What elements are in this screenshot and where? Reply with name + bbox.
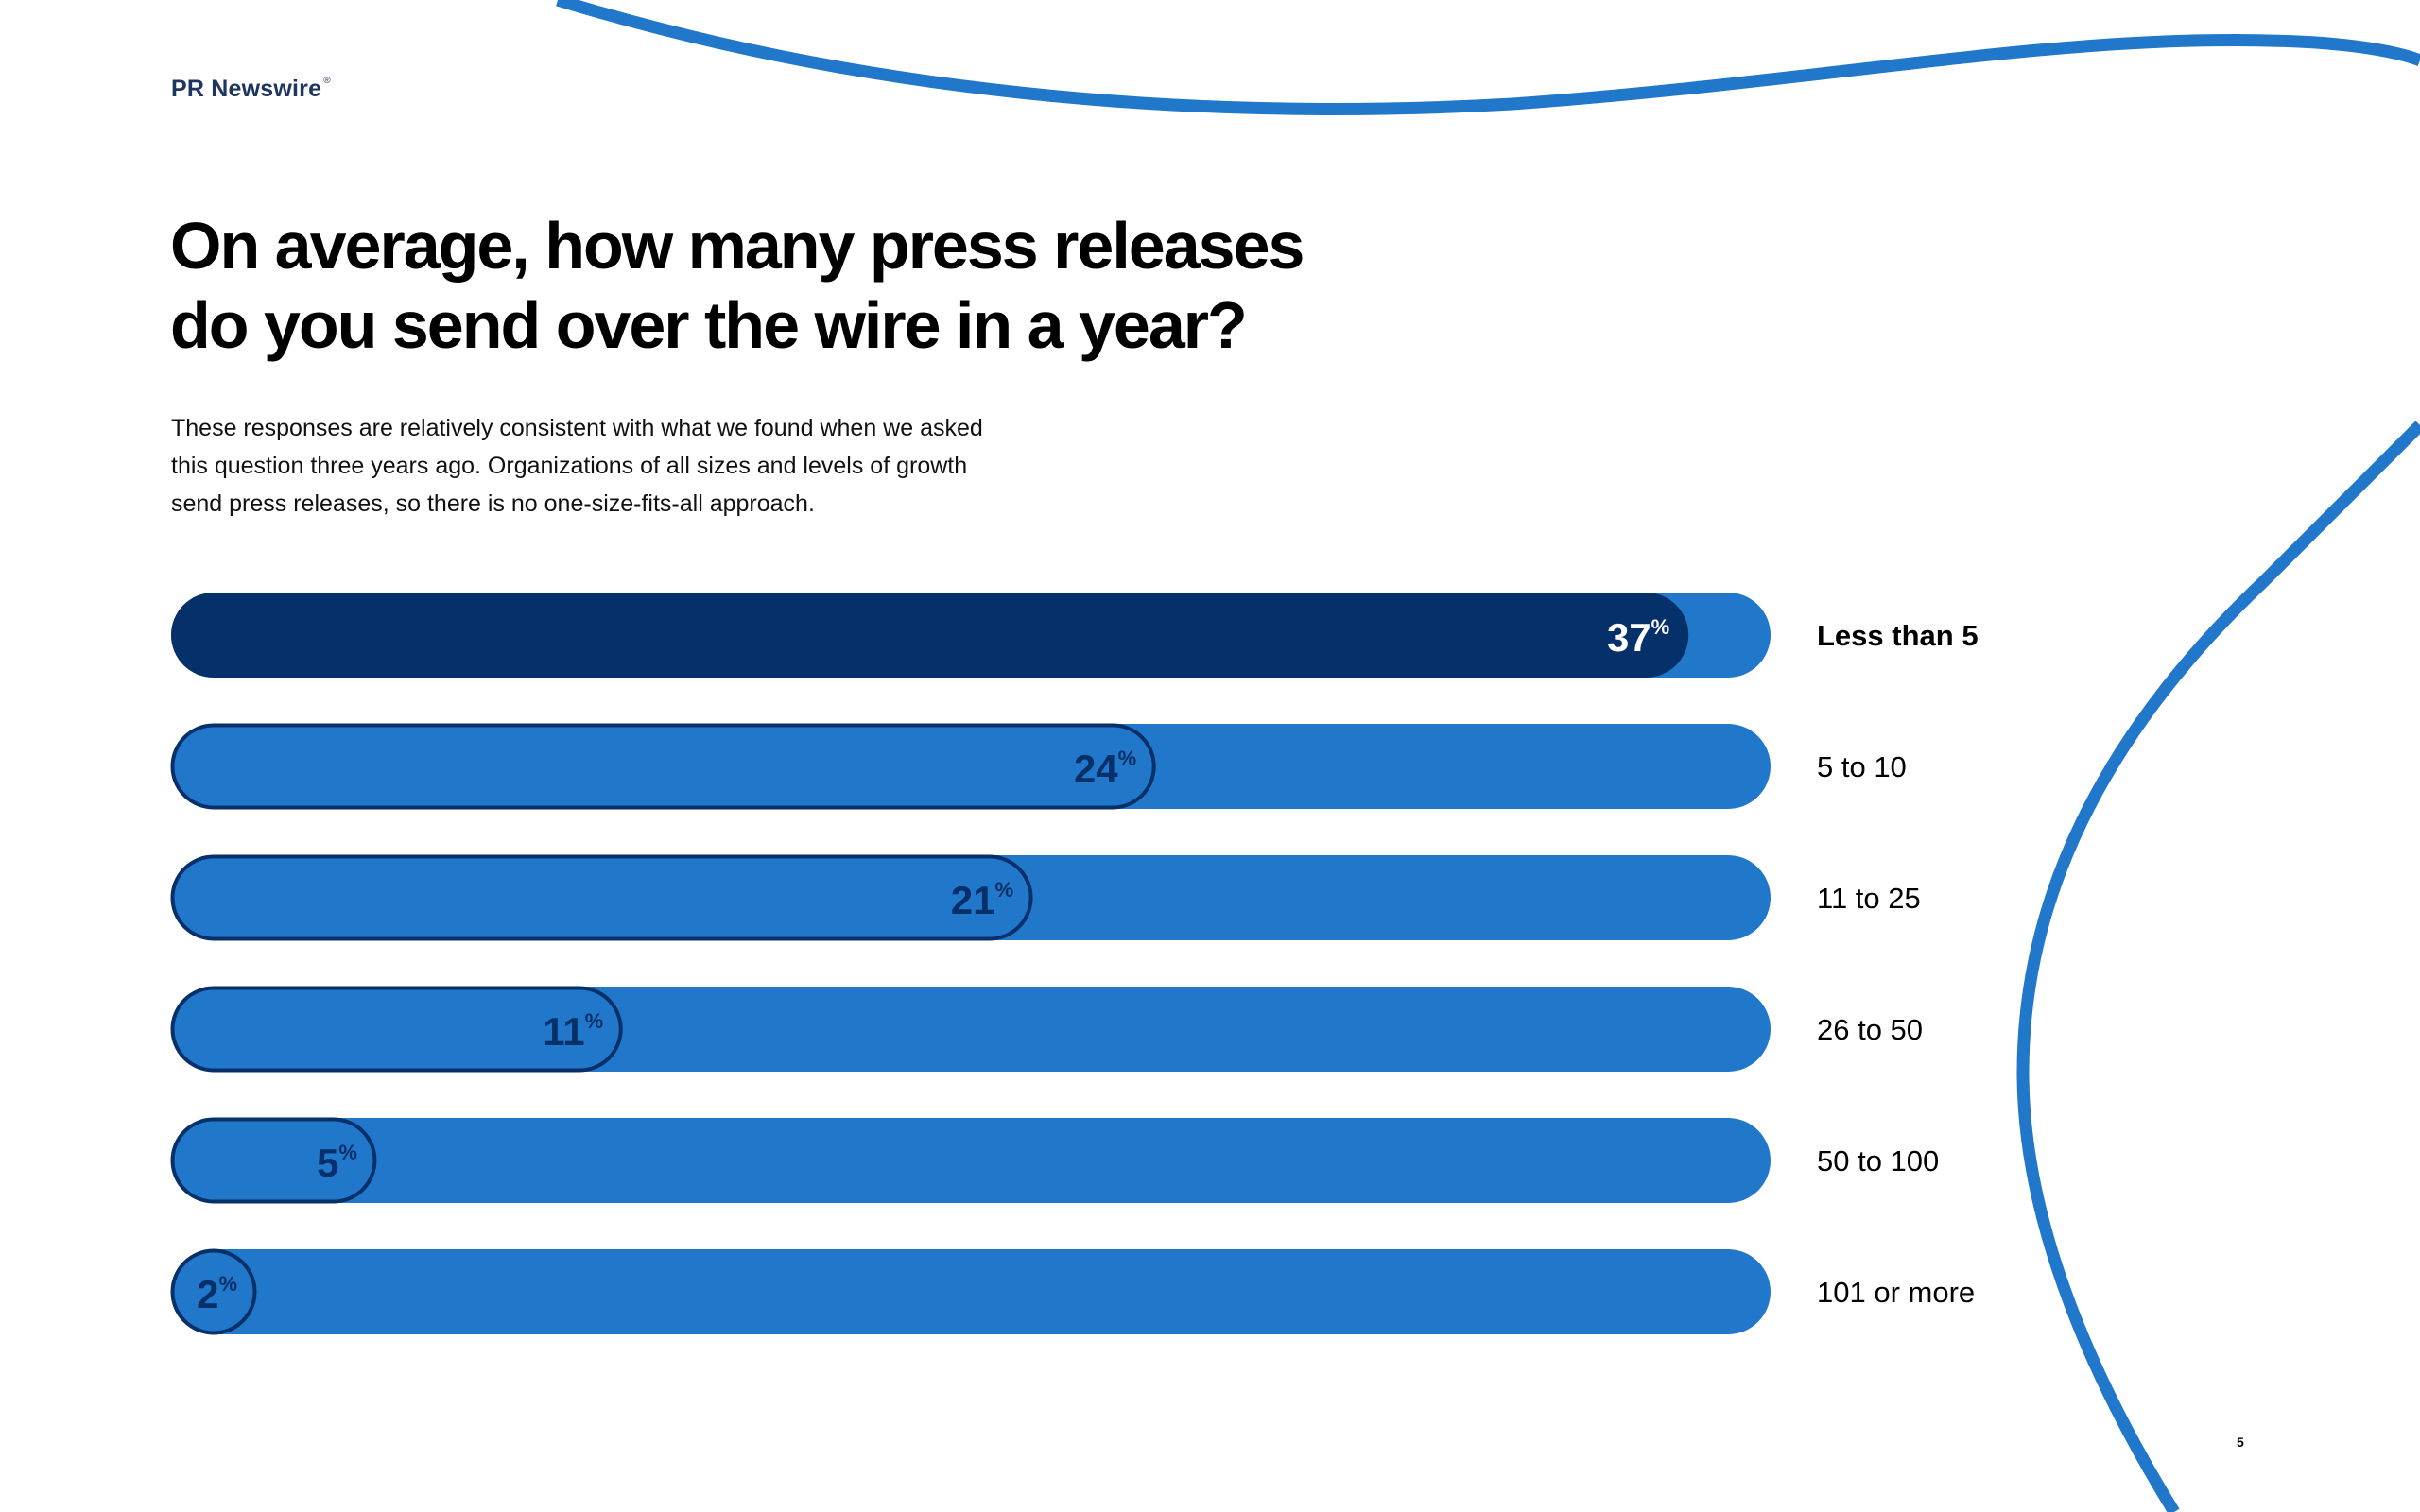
category-label: 5 to 10: [1817, 750, 1907, 783]
category-label: 26 to 50: [1817, 1013, 1923, 1046]
top-wave-line: [556, 0, 2420, 115]
category-label: 50 to 100: [1817, 1144, 1939, 1177]
intro-line-3: send press releases, so there is no one-…: [171, 490, 815, 517]
bar: [170, 1117, 377, 1204]
intro-line-1: These responses are relatively consisten…: [171, 415, 983, 441]
bar: [170, 1248, 257, 1335]
right-wave-line: [2016, 421, 2420, 1512]
bar-value-label: 21%: [951, 878, 1013, 922]
bar-value-label: 2%: [197, 1272, 237, 1316]
bar-track: [171, 1249, 1771, 1334]
bar-value-label: 11%: [543, 1009, 603, 1054]
page-number: 5: [2237, 1435, 2244, 1450]
bar-value-label: 37%: [1607, 615, 1669, 660]
bar-value-label: 5%: [317, 1141, 357, 1185]
category-label: 101 or more: [1817, 1276, 1975, 1309]
intro-line-2: this question three years ago. Organizat…: [171, 453, 968, 479]
brand-logo: PR Newswire ®: [171, 76, 331, 102]
category-label: 11 to 25: [1817, 882, 1921, 915]
bar-value-label: 24%: [1074, 747, 1136, 791]
bar: [170, 986, 623, 1073]
bar: [171, 593, 1689, 678]
category-label: Less than 5: [1817, 619, 1979, 652]
bar: [170, 854, 1033, 941]
title-line-2: do you send over the wire in a year?: [170, 288, 1248, 362]
page-title: On average, how many press releases do y…: [170, 206, 1399, 365]
bar: [170, 723, 1156, 810]
intro-paragraph: These responses are relatively consisten…: [171, 409, 1079, 523]
bar-track: [171, 1118, 1771, 1203]
title-line-1: On average, how many press releases: [170, 209, 1305, 283]
